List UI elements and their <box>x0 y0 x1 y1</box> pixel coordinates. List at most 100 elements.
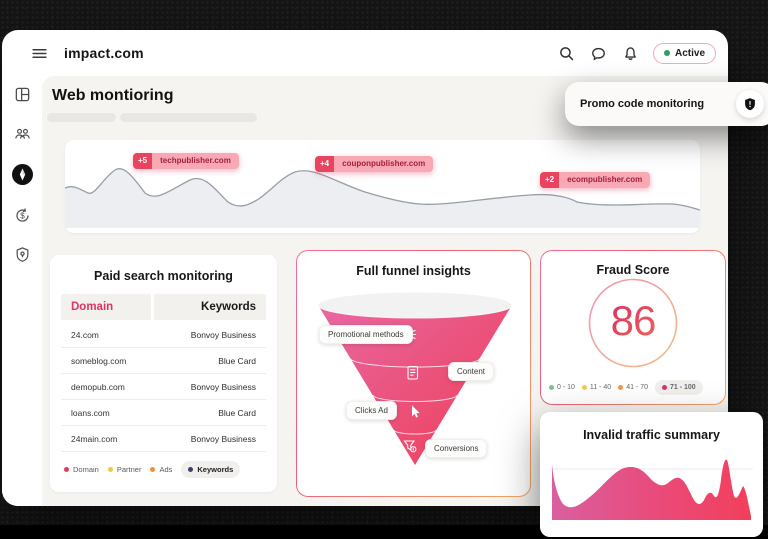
chat-icon[interactable] <box>590 45 607 62</box>
paid-search-monitoring-card: Paid search monitoring Domain Keywords 2… <box>50 255 277 492</box>
badge-domain: couponpublisher.com <box>334 156 434 172</box>
publisher-badge: +5 techpublisher.com <box>133 153 239 169</box>
web-monitoring-trend-card: +5 techpublisher.com +4 couponpublisher.… <box>65 140 700 233</box>
table-row[interactable]: loans.com Blue Card <box>61 400 266 426</box>
search-icon[interactable] <box>558 45 575 62</box>
legend-label: 71 - 100 <box>669 384 696 391</box>
cell-keyword: Bonvoy Business <box>190 434 256 444</box>
score-ring <box>588 278 678 368</box>
fraud-score-legend: 0 - 10 11 - 40 41 - 70 71 - 100 <box>549 380 721 395</box>
legend-item-keywords-selected[interactable]: Keywords <box>181 461 241 478</box>
legend-item-71-100-selected[interactable]: 71 - 100 <box>654 380 703 395</box>
funnel-stage-label: Promotional methods <box>319 325 413 344</box>
legend-dot <box>64 467 69 472</box>
funnel-title: Full funnel insights <box>356 264 471 278</box>
column-header-keywords[interactable]: Keywords <box>154 294 266 320</box>
legend-label: Domain <box>73 465 99 474</box>
legend-item-0-10[interactable]: 0 - 10 <box>549 384 575 391</box>
cell-keyword: Bonvoy Business <box>190 382 256 392</box>
promo-card-title: Promo code monitoring <box>580 98 705 110</box>
active-status-label: Active <box>674 47 705 59</box>
page-title: Web montioring <box>52 87 174 104</box>
legend-label: 0 - 10 <box>557 384 575 391</box>
brand-logo[interactable]: impact.com <box>64 45 144 61</box>
cell-domain: someblog.com <box>71 356 127 366</box>
cell-domain: 24main.com <box>71 434 118 444</box>
legend-dot <box>581 385 587 390</box>
legend-item-11-40[interactable]: 11 - 40 <box>581 384 612 391</box>
sidebar-item-partners[interactable] <box>14 125 31 142</box>
legend-dot <box>661 385 667 390</box>
cell-domain: demopub.com <box>71 382 125 392</box>
table-body: 24.com Bonvoy Business someblog.com Blue… <box>61 322 266 452</box>
active-status-dot <box>663 50 670 56</box>
skeleton-placeholder <box>47 113 116 122</box>
table-row[interactable]: demopub.com Bonvoy Business <box>61 374 266 400</box>
funnel-stage-label: Clicks Ad <box>346 401 397 420</box>
cell-domain: 24.com <box>71 330 99 340</box>
sidebar-item-monitoring-active[interactable] <box>11 164 33 185</box>
legend-label: 41 - 70 <box>626 384 648 391</box>
shield-icon <box>745 98 755 111</box>
funnel-dollar-icon <box>403 440 417 453</box>
cell-domain: loans.com <box>71 408 110 418</box>
legend-item-domain[interactable]: Domain <box>64 465 99 474</box>
legend-dot <box>549 385 554 390</box>
badge-delta: +2 <box>540 172 560 188</box>
sidebar-item-dashboard[interactable] <box>14 86 31 103</box>
cell-keyword: Blue Card <box>218 356 256 366</box>
legend-label: Ads <box>159 465 173 474</box>
table-row[interactable]: 24.com Bonvoy Business <box>61 322 266 348</box>
invalid-traffic-area-chart <box>550 459 753 520</box>
fraud-score-title: Fraud Score <box>596 263 670 277</box>
sidebar-item-finance[interactable]: $ <box>14 207 31 224</box>
fraud-score-card: Fraud Score 86 0 - 10 1 <box>540 250 726 405</box>
legend-item-ads[interactable]: Ads <box>150 465 172 474</box>
badge-domain: techpublisher.com <box>152 153 239 169</box>
funnel-stage-label: Conversions <box>425 439 488 458</box>
badge-delta: +4 <box>315 156 335 172</box>
hamburger-menu-icon[interactable] <box>31 45 48 62</box>
badge-domain: ecompublisher.com <box>559 172 651 188</box>
cell-keyword: Blue Card <box>218 408 256 418</box>
legend-item-41-70[interactable]: 41 - 70 <box>618 384 648 391</box>
bell-icon[interactable] <box>622 45 639 62</box>
funnel-chart <box>317 291 513 465</box>
legend-label: Partner <box>116 465 142 474</box>
cell-keyword: Bonvoy Business <box>190 330 256 340</box>
legend-dot <box>107 467 113 472</box>
legend-item-partner[interactable]: Partner <box>107 465 142 474</box>
invalid-traffic-summary-card: Invalid traffic summary <box>540 412 763 537</box>
cursor-icon <box>412 405 420 418</box>
table-header: Domain Keywords <box>61 294 266 320</box>
top-bar: impact.com Active <box>2 30 728 76</box>
promo-code-monitoring-card[interactable]: Promo code monitoring <box>565 82 768 126</box>
publisher-badge: +4 couponpublisher.com <box>315 156 434 172</box>
paid-search-title: Paid search monitoring <box>94 269 233 283</box>
fraud-score-value: 86 <box>610 297 657 345</box>
shield-badge <box>736 90 764 118</box>
funnel-stage-label: Content <box>448 362 495 381</box>
badge-delta: +5 <box>133 153 153 169</box>
table-row[interactable]: someblog.com Blue Card <box>61 348 266 374</box>
column-header-domain[interactable]: Domain <box>61 294 152 320</box>
sidebar-item-protection[interactable] <box>14 246 31 263</box>
legend-label: Keywords <box>197 465 234 474</box>
main-content: Web montioring +5 techpublisher.com +4 <box>42 76 728 506</box>
invalid-traffic-title: Invalid traffic summary <box>583 428 720 442</box>
trend-line-chart <box>65 168 700 228</box>
table-legend: Domain Partner Ads Keywords <box>64 461 267 478</box>
svg-text:$: $ <box>20 211 25 220</box>
full-funnel-insights-card: Full funnel insights <box>296 250 531 497</box>
publisher-badge: +2 ecompublisher.com <box>540 172 651 188</box>
legend-dot <box>618 385 624 390</box>
legend-dot <box>188 467 194 472</box>
sidebar-nav: $ <box>2 76 42 506</box>
legend-dot <box>150 467 156 472</box>
legend-label: 11 - 40 <box>589 384 612 391</box>
status-badge[interactable]: Active <box>652 42 716 64</box>
skeleton-placeholder <box>120 113 257 122</box>
table-row[interactable]: 24main.com Bonvoy Business <box>61 426 266 452</box>
document-icon <box>407 365 419 380</box>
